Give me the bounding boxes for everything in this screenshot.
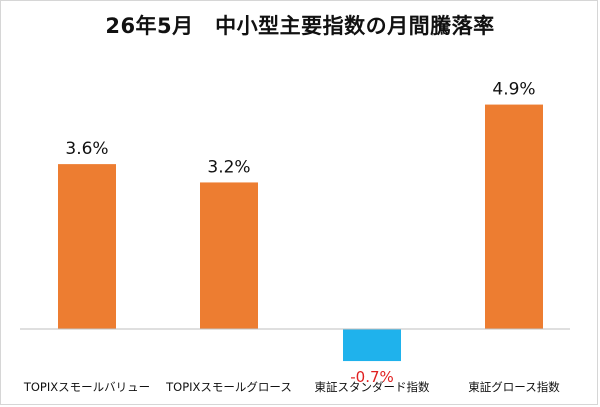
bar-3 <box>343 329 401 362</box>
bar-4 <box>485 104 543 329</box>
bar-1 <box>58 164 116 329</box>
value-label-2: 3.2% <box>207 157 250 177</box>
value-label-1: 3.6% <box>65 139 108 159</box>
value-label-4: 4.9% <box>492 80 535 100</box>
value-label-3: -0.7% <box>350 368 394 386</box>
category-label-4: 東証グロース指数 <box>468 380 560 394</box>
category-label-1: TOPIXスモールバリュー <box>23 380 150 394</box>
bar-2 <box>200 182 258 329</box>
category-label-3: 東証スタンダード指数 <box>315 380 430 394</box>
category-label-2: TOPIXスモールグロース <box>165 380 292 394</box>
chart-title: 26年5月 中小型主要指数の月間騰落率 <box>105 14 495 38</box>
